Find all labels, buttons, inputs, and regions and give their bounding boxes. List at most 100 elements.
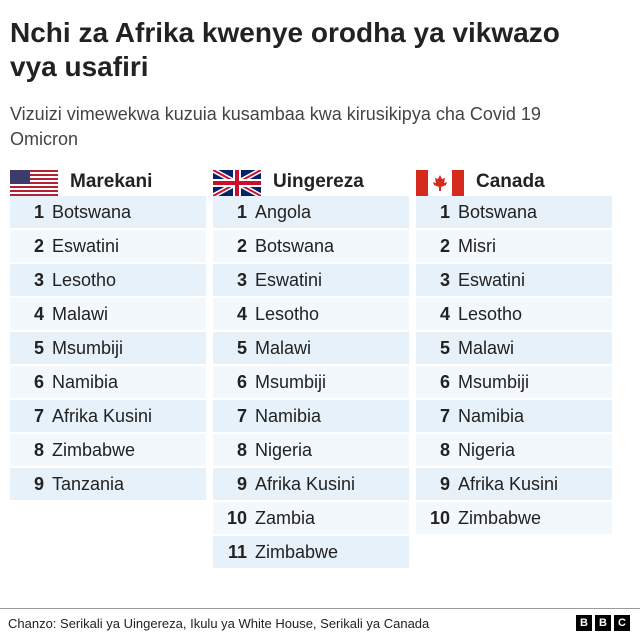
rank: 1 bbox=[236, 202, 247, 222]
country: Namibia bbox=[52, 372, 119, 392]
column: Canada 1 Botswana 2 Misri 3 Eswatini 4 Lesotho 5 M… bbox=[416, 168, 612, 536]
rank: 8 bbox=[33, 440, 44, 460]
list-row: 10 Zimbabwe bbox=[416, 502, 612, 534]
list-row: 3 Lesotho bbox=[10, 264, 206, 296]
subtitle: Vizuizi vimewekwa kuzuia kusambaa kwa ki… bbox=[10, 104, 541, 149]
list-row: 9 Tanzania bbox=[10, 468, 206, 500]
list-row: 6 Msumbiji bbox=[213, 366, 409, 398]
rank: 6 bbox=[439, 372, 450, 392]
rank: 6 bbox=[236, 372, 247, 392]
rank: 3 bbox=[236, 270, 247, 290]
logo-letter: C bbox=[614, 615, 630, 631]
country: Zimbabwe bbox=[458, 508, 542, 528]
rank: 2 bbox=[33, 236, 44, 256]
country: Zambia bbox=[255, 508, 316, 528]
column: Marekani 1 Botswana 2 Eswatini 3 Lesotho 4 Malaw… bbox=[10, 168, 206, 502]
country: Misri bbox=[458, 236, 496, 256]
country: Malawi bbox=[52, 304, 109, 324]
list-row: 5 Msumbiji bbox=[10, 332, 206, 364]
list-row: 9 Afrika Kusini bbox=[416, 468, 612, 500]
country: Eswatini bbox=[255, 270, 323, 290]
title: Nchi za Afrika kwenye orodha ya vikwazo … bbox=[10, 17, 560, 82]
country: Afrika Kusini bbox=[255, 474, 356, 494]
country: Nigeria bbox=[458, 440, 516, 460]
list-row: 1 Angola bbox=[213, 196, 409, 228]
rank: 6 bbox=[33, 372, 44, 392]
rank: 4 bbox=[439, 304, 450, 324]
rank: 9 bbox=[439, 474, 450, 494]
column-header: Marekani bbox=[10, 168, 206, 196]
list-row: 2 Eswatini bbox=[10, 230, 206, 262]
list-row: 1 Botswana bbox=[10, 196, 206, 228]
country: Nigeria bbox=[255, 440, 313, 460]
country: Lesotho bbox=[52, 270, 117, 290]
country: Lesotho bbox=[458, 304, 523, 324]
country-name: Marekani bbox=[70, 171, 153, 192]
list-row: 4 Lesotho bbox=[416, 298, 612, 330]
country: Eswatini bbox=[52, 236, 120, 256]
country: Malawi bbox=[458, 338, 515, 358]
rank: 8 bbox=[236, 440, 247, 460]
rank: 1 bbox=[33, 202, 44, 222]
rank: 7 bbox=[33, 406, 44, 426]
rank: 8 bbox=[439, 440, 450, 460]
rank: 3 bbox=[33, 270, 44, 290]
list-row: 7 Afrika Kusini bbox=[10, 400, 206, 432]
list-row: 7 Namibia bbox=[416, 400, 612, 432]
rank: 4 bbox=[33, 304, 44, 324]
list-row: 6 Msumbiji bbox=[416, 366, 612, 398]
country: Msumbiji bbox=[52, 338, 124, 358]
country: Zimbabwe bbox=[52, 440, 136, 460]
list-row: 5 Malawi bbox=[416, 332, 612, 364]
rank: 5 bbox=[236, 338, 247, 358]
list-row: 8 Nigeria bbox=[416, 434, 612, 466]
country: Botswana bbox=[255, 236, 335, 256]
list-row: 1 Botswana bbox=[416, 196, 612, 228]
country: Msumbiji bbox=[255, 372, 327, 392]
country-name: Uingereza bbox=[273, 171, 364, 192]
rank: 10 bbox=[226, 508, 247, 528]
country: Zimbabwe bbox=[255, 542, 339, 562]
rank: 9 bbox=[236, 474, 247, 494]
rank: 5 bbox=[33, 338, 44, 358]
country: Namibia bbox=[458, 406, 525, 426]
rule bbox=[0, 608, 640, 609]
country: Botswana bbox=[52, 202, 132, 222]
rank: 7 bbox=[439, 406, 450, 426]
column: Uingereza 1 Angola 2 Botswana 3 Eswatini 4 Lesot… bbox=[213, 168, 409, 570]
list-row: 3 Eswatini bbox=[416, 264, 612, 296]
country: Namibia bbox=[255, 406, 322, 426]
country: Malawi bbox=[255, 338, 312, 358]
list-row: 9 Afrika Kusini bbox=[213, 468, 409, 500]
list-row: 8 Nigeria bbox=[213, 434, 409, 466]
list-row: 6 Namibia bbox=[10, 366, 206, 398]
country: Eswatini bbox=[458, 270, 526, 290]
column-header: Canada bbox=[416, 168, 612, 196]
rank: 3 bbox=[439, 270, 450, 290]
rank: 11 bbox=[227, 542, 247, 562]
country: Msumbiji bbox=[458, 372, 530, 392]
list-row: 8 Zimbabwe bbox=[10, 434, 206, 466]
country: Botswana bbox=[458, 202, 538, 222]
rank: 10 bbox=[429, 508, 450, 528]
list-row: 4 Lesotho bbox=[213, 298, 409, 330]
rank: 1 bbox=[439, 202, 450, 222]
list-row: 4 Malawi bbox=[10, 298, 206, 330]
rank: 7 bbox=[236, 406, 247, 426]
country-name: Canada bbox=[476, 171, 545, 192]
list-row: 7 Namibia bbox=[213, 400, 409, 432]
rank: 2 bbox=[439, 236, 450, 256]
country: Afrika Kusini bbox=[52, 406, 153, 426]
country: Lesotho bbox=[255, 304, 320, 324]
country: Tanzania bbox=[52, 474, 125, 494]
column-header: Uingereza bbox=[213, 168, 409, 196]
list-row: 11 Zimbabwe bbox=[213, 536, 409, 568]
country: Afrika Kusini bbox=[458, 474, 559, 494]
rank: 4 bbox=[236, 304, 247, 324]
list-row: 2 Botswana bbox=[213, 230, 409, 262]
source: Chanzo: Serikali ya Uingereza, Ikulu ya … bbox=[8, 616, 430, 631]
rank: 5 bbox=[439, 338, 450, 358]
rank: 2 bbox=[236, 236, 247, 256]
